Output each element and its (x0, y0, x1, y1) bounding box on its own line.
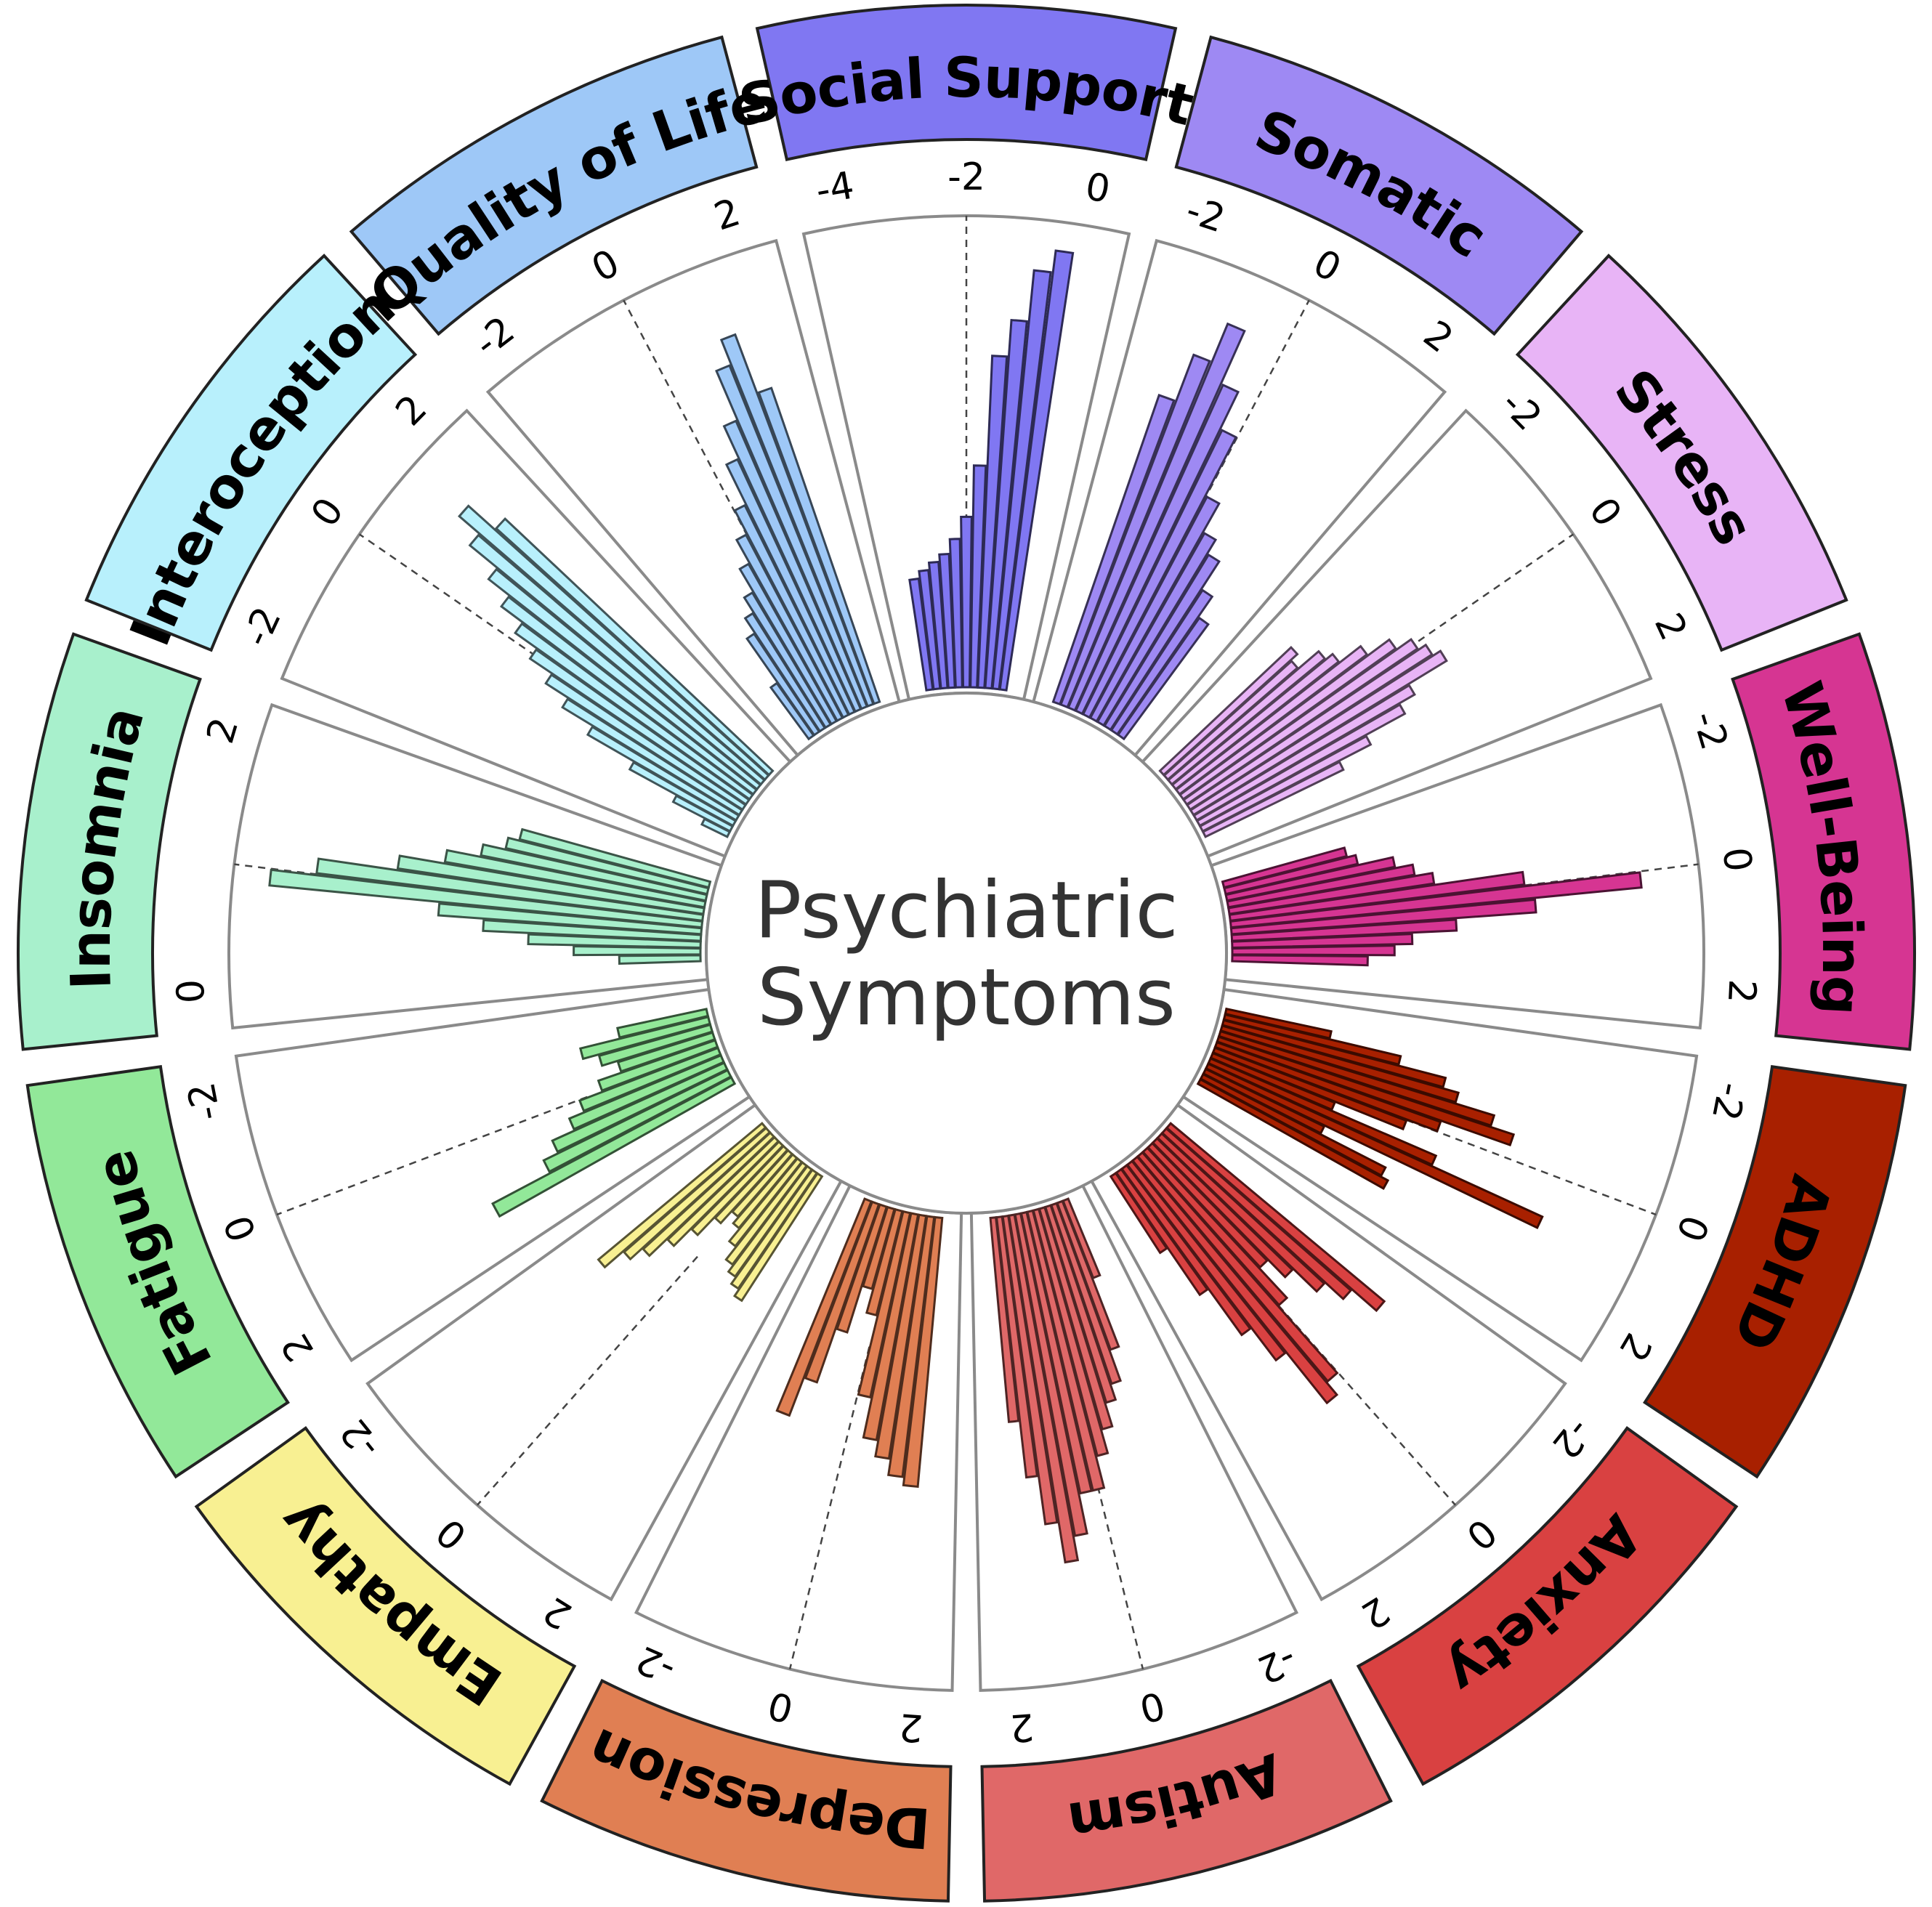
tick-label: 2 (1610, 1326, 1660, 1369)
tick-label: 0 (1458, 1510, 1505, 1558)
reference-line (788, 1346, 870, 1669)
tick-label: -4 (813, 163, 857, 213)
category-band (17, 632, 202, 1051)
tick-label: -2 (179, 1079, 230, 1124)
tick-label: 0 (429, 1510, 476, 1558)
tick-label: 0 (216, 1210, 265, 1247)
bar-fatigue-9 (616, 1008, 710, 1039)
tick-label: 0 (303, 490, 352, 535)
bar-insomnia-11 (518, 827, 712, 889)
sector-depression: Depression 20-2 (540, 1183, 963, 1903)
category-band (755, 4, 1178, 161)
tick-label: 0 (1668, 1210, 1717, 1247)
chart-title-line-1: Psychiatric (754, 865, 1179, 956)
category-band (1356, 1426, 1739, 1786)
bar-insomnia-0 (618, 954, 702, 965)
category-band (1643, 1065, 1907, 1479)
sector-social-support: Social Support-4 -2 0 (733, 4, 1200, 702)
tick-label: -2 (630, 1637, 682, 1692)
tick-label: -2 (947, 155, 985, 199)
tick-label: 2 (1009, 1704, 1035, 1749)
tick-label: 0 (169, 979, 214, 1005)
bar-depression-9 (775, 1197, 873, 1417)
tick-label: -2 (1181, 188, 1230, 241)
tick-label: 0 (585, 241, 626, 291)
category-band (980, 1678, 1393, 1903)
tick-label: -2 (1703, 1079, 1753, 1124)
category-band (1174, 35, 1584, 336)
bar-somatic-9 (1116, 616, 1210, 741)
tick-label: -2 (1543, 1410, 1601, 1467)
sector-autism: Autism-202 (969, 1183, 1393, 1903)
bar-social-support-10 (998, 249, 1075, 692)
tick-label: 0 (1306, 241, 1348, 291)
category-band (540, 1678, 953, 1903)
bar-stress-12 (1201, 760, 1345, 838)
bar-well-being-10 (1231, 944, 1396, 957)
tick-label: -2 (466, 308, 523, 365)
tick-label: 2 (897, 1704, 924, 1749)
reference-line (476, 1255, 698, 1506)
bar-empathy-12 (597, 1122, 767, 1269)
tick-label: 2 (198, 713, 247, 748)
bar-well-being-11 (1231, 954, 1369, 967)
sector-anxiety: Anxiety-202 (1089, 1103, 1739, 1786)
bar-adhd-13 (1196, 1077, 1390, 1191)
category-band (1515, 254, 1848, 652)
tick-label: 0 (1082, 165, 1113, 212)
tick-label: 0 (764, 1683, 797, 1730)
center-circle (705, 692, 1228, 1215)
tick-label: 2 (535, 1588, 579, 1637)
tick-label: 2 (1415, 312, 1461, 362)
sector-stress: Stress-202 (1140, 254, 1848, 859)
category-band (194, 1426, 577, 1786)
tick-label: 2 (1719, 979, 1764, 1005)
chart-center: Psychiatric Symptoms (705, 692, 1228, 1215)
tick-label: 2 (1646, 607, 1695, 647)
category-band (1731, 632, 1916, 1051)
tick-label: -2 (1251, 1637, 1304, 1692)
tick-label: -2 (332, 1410, 389, 1467)
tick-label: 2 (709, 190, 745, 239)
category-band (349, 35, 759, 336)
tick-label: -2 (235, 601, 290, 653)
tick-label: -2 (1492, 382, 1550, 440)
reference-line (276, 1096, 588, 1216)
bar-anxiety-11 (1109, 1171, 1168, 1255)
category-band (25, 1065, 290, 1479)
tick-label: 2 (387, 386, 435, 434)
sector-somatic: Somatic-202 (1031, 35, 1584, 758)
bar-quality-of-life-11 (757, 386, 881, 705)
tick-label: 0 (1713, 845, 1760, 874)
chart-title-line-2: Symptoms (757, 952, 1176, 1043)
bar-autism-12 (989, 1216, 1020, 1423)
tick-label: 2 (1354, 1588, 1397, 1637)
tick-label: 0 (1580, 490, 1630, 535)
bar-interoception-12 (494, 517, 775, 777)
tick-label: 2 (273, 1326, 323, 1369)
tick-label: 0 (1135, 1683, 1168, 1730)
category-band (84, 254, 418, 652)
tick-label: -2 (1684, 706, 1736, 755)
sector-adhd: ADHD-202 (1181, 987, 1907, 1479)
